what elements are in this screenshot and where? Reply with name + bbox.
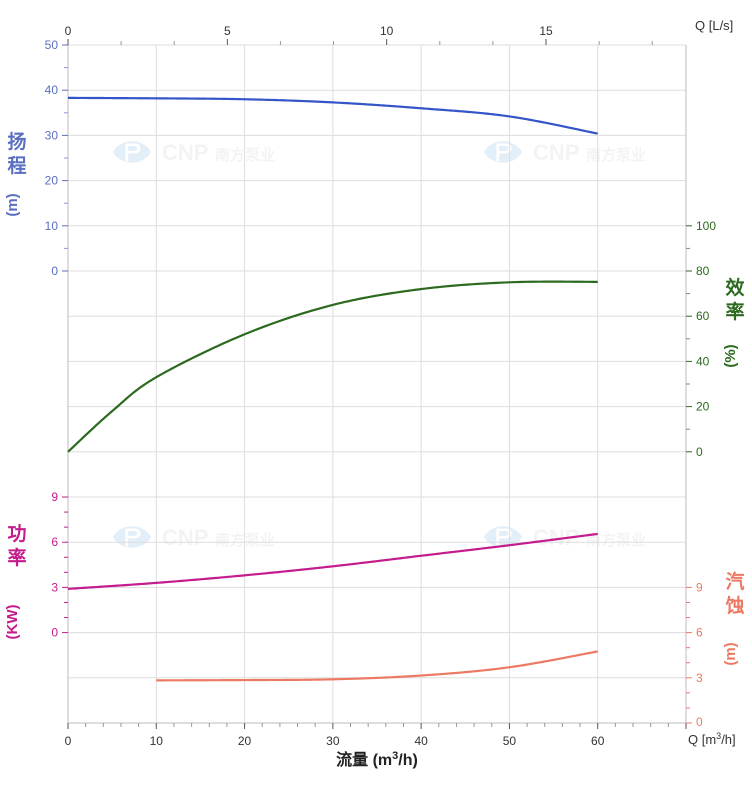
svg-text:(KW): (KW) (4, 605, 21, 640)
svg-text:10: 10 (150, 734, 164, 748)
svg-text:10: 10 (380, 24, 394, 38)
svg-text:扬: 扬 (7, 130, 26, 153)
svg-text:10: 10 (45, 219, 59, 233)
svg-text:80: 80 (696, 264, 710, 278)
svg-text:0: 0 (51, 626, 58, 640)
svg-text:3: 3 (51, 580, 58, 594)
svg-text:20: 20 (45, 174, 59, 188)
svg-text:(m): (m) (4, 193, 21, 216)
svg-text:6: 6 (51, 535, 58, 549)
svg-text:0: 0 (65, 24, 72, 38)
svg-text:20: 20 (696, 400, 710, 414)
svg-text:100: 100 (696, 219, 716, 233)
svg-text:50: 50 (45, 38, 59, 52)
svg-text:60: 60 (696, 309, 710, 323)
svg-text:程: 程 (7, 155, 26, 177)
svg-text:20: 20 (238, 734, 252, 748)
svg-text:0: 0 (65, 734, 72, 748)
svg-text:6: 6 (696, 626, 703, 640)
svg-text:Q [m3/h]: Q [m3/h] (688, 731, 736, 747)
svg-text:0: 0 (696, 715, 703, 729)
svg-text:0: 0 (696, 445, 703, 459)
svg-text:功: 功 (7, 523, 26, 545)
svg-text:40: 40 (696, 354, 710, 368)
svg-text:蚀: 蚀 (724, 594, 744, 617)
svg-text:40: 40 (414, 734, 428, 748)
svg-text:15: 15 (539, 24, 553, 38)
svg-text:流量 (m3/h): 流量 (m3/h) (336, 750, 418, 769)
svg-text:率: 率 (725, 300, 744, 323)
svg-text:Q [L/s]: Q [L/s] (695, 18, 733, 33)
svg-text:0: 0 (51, 264, 58, 278)
svg-text:50: 50 (503, 734, 517, 748)
svg-text:(%): (%) (722, 344, 739, 367)
svg-text:60: 60 (591, 734, 605, 748)
svg-text:30: 30 (45, 128, 59, 142)
svg-text:40: 40 (45, 83, 59, 97)
svg-text:率: 率 (7, 546, 26, 569)
svg-text:汽: 汽 (725, 570, 744, 593)
svg-text:5: 5 (224, 24, 231, 38)
svg-text:30: 30 (326, 734, 340, 748)
svg-text:9: 9 (51, 490, 58, 504)
svg-text:9: 9 (696, 580, 703, 594)
svg-text:(m): (m) (722, 642, 739, 665)
svg-text:效: 效 (725, 276, 744, 299)
svg-text:3: 3 (696, 671, 703, 685)
